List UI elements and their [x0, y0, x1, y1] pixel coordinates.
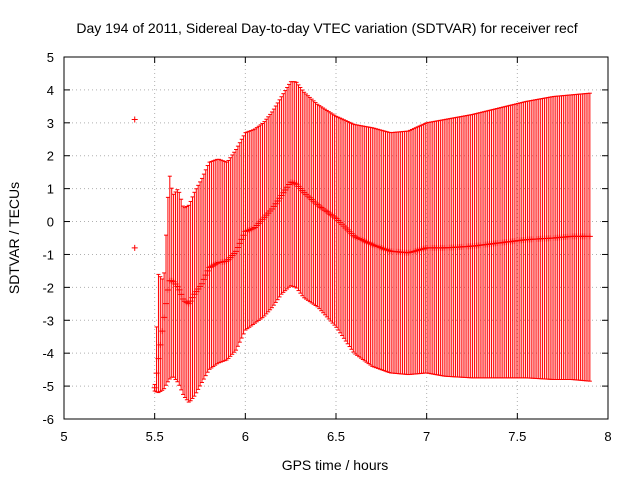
y-tick-label: 3 — [47, 116, 54, 131]
axis-ticks: 5 5.5 6 6.5 7 7.5 8 -6 -5 -4 -3 -2 -1 0 1 2 3 4 5 — [42, 50, 611, 444]
chart-title: Day 194 of 2011, Sidereal Day-to-day VTE… — [76, 20, 577, 36]
x-axis-label: GPS time / hours — [282, 457, 389, 473]
y-tick-label: 1 — [47, 182, 54, 197]
isolated-data-point — [131, 116, 138, 123]
x-tick-label: 6.5 — [327, 429, 345, 444]
y-tick-label: -6 — [42, 412, 54, 427]
x-tick-label: 7.5 — [508, 429, 526, 444]
y-tick-label: 2 — [47, 149, 54, 164]
sdtvar-series — [131, 81, 593, 403]
x-tick-label: 6 — [242, 429, 249, 444]
y-axis-label: SDTVAR / TECUs — [6, 182, 22, 294]
y-tick-label: -4 — [42, 346, 54, 361]
x-tick-label: 5 — [60, 429, 67, 444]
x-tick-label: 8 — [604, 429, 611, 444]
plot-frame — [63, 56, 609, 420]
x-tick-label: 7 — [423, 429, 430, 444]
y-tick-label: -5 — [42, 379, 54, 394]
y-tick-label: -1 — [42, 247, 54, 262]
y-tick-label: 4 — [47, 83, 54, 98]
y-tick-label: 5 — [47, 50, 54, 65]
y-tick-label: 0 — [47, 215, 54, 230]
x-tick-label: 5.5 — [146, 429, 164, 444]
y-tick-label: -2 — [42, 280, 54, 295]
data-point — [586, 233, 593, 240]
y-tick-label: -3 — [42, 313, 54, 328]
isolated-data-point — [131, 244, 138, 251]
